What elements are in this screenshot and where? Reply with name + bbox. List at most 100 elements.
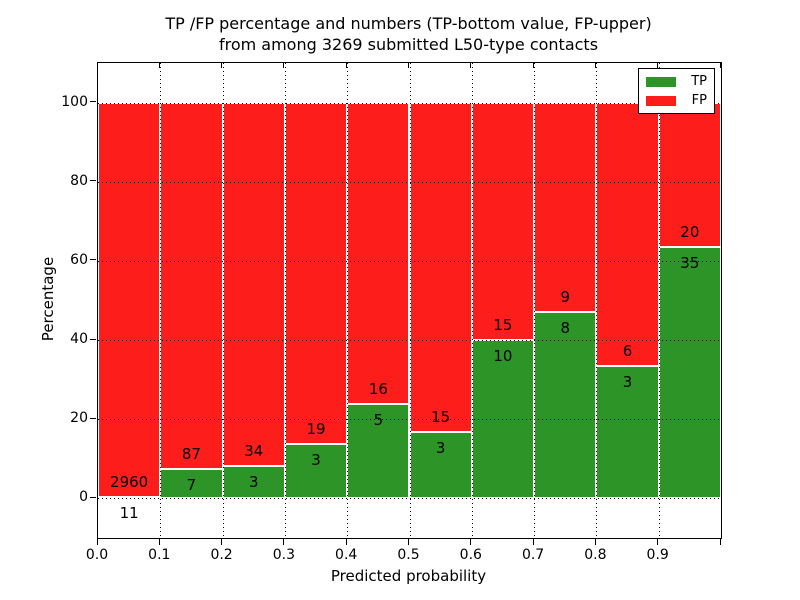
y-tick-label: 80 — [70, 172, 88, 189]
legend-swatch-tp — [646, 76, 676, 87]
fp-count-label: 15 — [493, 316, 513, 335]
tp-bar-segment — [471, 340, 535, 499]
fp-count-label: 87 — [181, 444, 201, 463]
x-tick-mark-top — [532, 63, 534, 68]
y-tick-mark — [90, 259, 96, 261]
x-tick-mark-top — [283, 63, 285, 68]
tp-count-label: 10 — [493, 347, 513, 366]
tp-bar-segment — [160, 468, 223, 499]
x-tick-mark — [345, 539, 347, 545]
fp-bar-segment — [98, 102, 161, 497]
x-tick-label: 0.0 — [85, 547, 109, 563]
y-tick-mark — [90, 496, 96, 498]
x-tick-label: 0.7 — [521, 547, 545, 563]
tp-count-label: 3 — [622, 373, 633, 392]
bar-labels-layer: 2960 11 87 7 34 3 19 3 16 5 15 3 15 10 9 8 6 3 20 35 — [98, 63, 721, 538]
tp-count-label: 3 — [248, 473, 259, 492]
fp-count-label: 2960 — [110, 472, 149, 491]
gridline-vertical — [222, 63, 224, 538]
tp-bar-segment — [534, 312, 597, 499]
y-tick-label: 40 — [70, 331, 88, 348]
tp-count-label: 35 — [680, 253, 700, 272]
tp-count-label: 11 — [119, 503, 139, 522]
tp-count-label: 8 — [560, 319, 571, 338]
x-tick-mark — [470, 539, 472, 545]
fp-count-label: 6 — [622, 342, 633, 361]
x-tick-mark — [594, 539, 596, 545]
legend-item-fp: FP — [639, 91, 714, 110]
grid-layer — [98, 63, 721, 538]
fp-bar-segment — [284, 102, 348, 445]
fp-count-label: 9 — [560, 288, 571, 307]
y-tick-label: 20 — [70, 410, 88, 427]
x-tick-mark-top — [719, 63, 721, 68]
y-tick-label: 100 — [61, 93, 88, 110]
tp-bar-segment — [409, 432, 472, 499]
x-tick-mark — [283, 539, 285, 545]
gridline-vertical — [160, 63, 162, 538]
x-tick-mark-top — [345, 63, 347, 68]
fp-count-label: 16 — [368, 380, 388, 399]
tp-bar-segment — [658, 246, 721, 499]
gridline-vertical — [596, 63, 598, 538]
y-tick-mark — [90, 338, 96, 340]
x-tick-label: 0.2 — [210, 547, 233, 563]
gridline-vertical — [471, 63, 473, 538]
x-tick-label: 0.5 — [397, 547, 420, 563]
gridline-vertical — [534, 63, 536, 538]
x-tick-label: 0.4 — [335, 547, 358, 563]
fp-bar-segment — [222, 102, 285, 467]
bars-layer — [98, 63, 721, 538]
x-tick-mark-top — [408, 63, 409, 68]
fp-count-label: 20 — [680, 222, 700, 241]
x-tick-mark — [719, 539, 721, 545]
x-tick-mark — [532, 539, 534, 545]
x-tick-mark-top — [657, 63, 659, 68]
fp-bar-segment — [596, 102, 659, 367]
x-tick-label: 0.3 — [272, 547, 296, 563]
x-tick-mark-top — [96, 63, 98, 68]
tp-count-label: 3 — [311, 451, 321, 470]
y-tick-label: 60 — [70, 251, 88, 268]
legend-item-tp: TP — [639, 72, 714, 91]
y-tick-label: 0 — [79, 489, 88, 506]
gridline-vertical — [658, 63, 660, 538]
gridline-vertical — [347, 63, 349, 538]
x-tick-mark — [657, 539, 659, 545]
gridline-vertical — [284, 63, 286, 538]
x-tick-label: 0.1 — [148, 547, 171, 563]
fp-bar-segment — [534, 102, 597, 313]
x-tick-mark-top — [594, 63, 596, 68]
tp-count-label: 5 — [373, 411, 384, 430]
legend-label-tp: TP — [691, 73, 707, 89]
chart-title: TP /FP percentage and numbers (TP-bottom… — [97, 13, 720, 55]
x-tick-mark — [158, 539, 160, 545]
chart-title-line1: TP /FP percentage and numbers (TP-bottom… — [165, 14, 652, 33]
plot-area: 2960 11 87 7 34 3 19 3 16 5 15 3 15 10 9 8 6 3 20 35 TP FP — [97, 62, 722, 539]
tp-count-label: 3 — [435, 439, 446, 458]
fp-bar-segment — [658, 102, 721, 247]
fp-count-label: 19 — [306, 420, 326, 439]
legend-label-fp: FP — [691, 92, 707, 108]
x-tick-label: 0.8 — [584, 547, 607, 563]
y-tick-mark — [90, 417, 96, 419]
y-axis-label: Percentage — [39, 256, 57, 342]
x-tick-mark-top — [470, 63, 472, 68]
fp-bar-segment — [347, 102, 410, 405]
x-axis-label: Predicted probability — [330, 567, 487, 585]
x-tick-label: 0.9 — [646, 547, 669, 563]
x-tick-mark — [408, 539, 409, 545]
legend: TP FP — [638, 68, 715, 114]
x-tick-mark — [221, 539, 223, 545]
legend-swatch-fp — [646, 95, 676, 106]
gridline-vertical — [409, 63, 411, 538]
fp-count-label: 34 — [244, 442, 264, 461]
x-tick-label: 0.6 — [459, 547, 482, 563]
y-tick-mark — [90, 180, 96, 182]
chart-title-line2: from among 3269 submitted L50-type conta… — [218, 35, 599, 54]
x-tick-mark — [96, 539, 98, 545]
tp-bar-segment — [284, 444, 348, 499]
x-tick-mark-top — [221, 63, 223, 68]
tp-count-label: 7 — [186, 475, 197, 494]
